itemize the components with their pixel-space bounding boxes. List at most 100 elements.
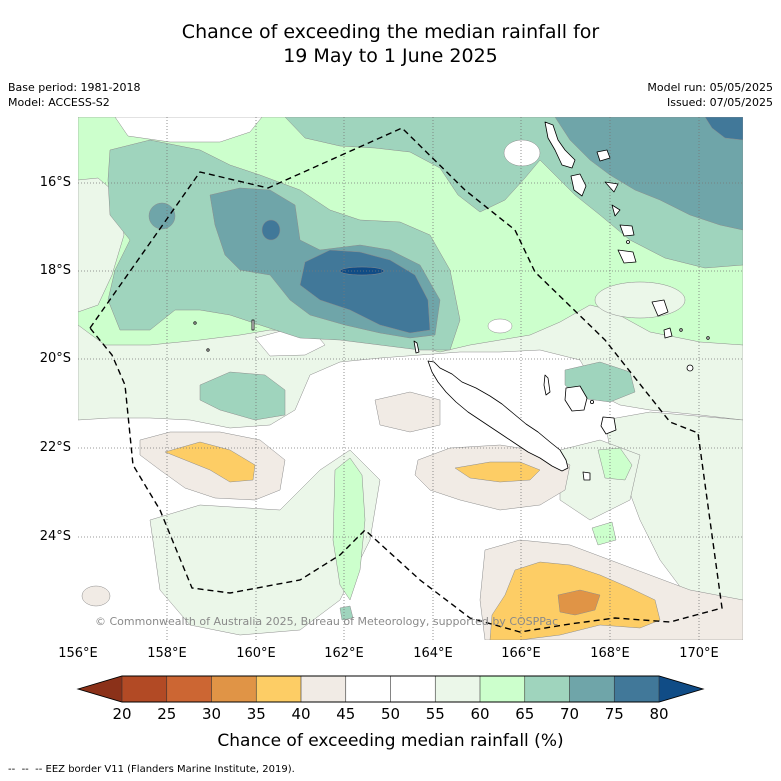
forecast-map xyxy=(78,117,743,640)
tanna-island xyxy=(651,299,669,317)
colorbar-tick-label: 75 xyxy=(604,705,624,723)
colorbar-segment xyxy=(480,676,525,702)
colorbar-outline xyxy=(76,675,705,703)
small-island xyxy=(706,336,710,340)
lifou-island xyxy=(564,385,588,412)
small-island xyxy=(679,328,683,332)
longitude-label: 160°E xyxy=(236,646,276,661)
small-island xyxy=(193,321,197,325)
contour-35-40-west xyxy=(164,441,256,483)
colorbar-segment xyxy=(166,676,212,702)
colorbar xyxy=(76,675,705,703)
contour-60-65-patch-southeast xyxy=(591,521,617,546)
ambrym-island xyxy=(604,181,619,193)
colorbar-tick-label: 30 xyxy=(201,705,222,723)
contour-70-75-west xyxy=(148,202,176,230)
graticule xyxy=(78,117,743,640)
colorbar-segment xyxy=(390,676,436,702)
copyright-notice: © Commonwealth of Australia 2025, Bureau… xyxy=(95,615,559,628)
map-canvas xyxy=(78,117,743,640)
colorbar-tick-label: 50 xyxy=(380,705,401,723)
espiritu-santo-island xyxy=(544,121,576,169)
base-period-text: Base period: 1981-2018 xyxy=(8,81,141,94)
longitude-label: 166°E xyxy=(501,646,541,661)
colorbar-tick-label: 45 xyxy=(336,705,356,723)
latitude-label: 18°S xyxy=(39,263,71,278)
colorbar-segment xyxy=(301,676,346,702)
longitude-label: 158°E xyxy=(147,646,187,661)
contour-65-70-southwest xyxy=(199,371,286,421)
small-island xyxy=(626,240,630,244)
mare-island xyxy=(600,416,617,435)
epi-island xyxy=(611,204,621,217)
map-title-line-2: 19 May to 1 June 2025 xyxy=(283,45,498,67)
colorbar-segment xyxy=(122,676,167,702)
contour-60-65-patch-east xyxy=(597,447,633,481)
aneityum-island xyxy=(663,327,673,339)
contour-above-80 xyxy=(339,266,385,276)
chesterfield-reef xyxy=(251,319,255,331)
small-island xyxy=(206,348,210,352)
isle-of-pines xyxy=(582,471,591,481)
colorbar-tick-label: 80 xyxy=(649,705,669,723)
colorbar-segment xyxy=(256,676,301,702)
colorbar-segment xyxy=(614,676,659,702)
contour-70-75-northeast xyxy=(554,117,743,231)
longitude-label: 156°E xyxy=(58,646,98,661)
longitude-label: 164°E xyxy=(413,646,453,661)
colorbar-segment xyxy=(569,676,615,702)
contour-40-45-southwest xyxy=(81,585,111,607)
contour-55-60-southwest xyxy=(149,449,381,636)
colorbar-under-triangle xyxy=(78,676,122,702)
longitude-label: 170°E xyxy=(679,646,719,661)
latitude-label: 24°S xyxy=(39,529,71,544)
colorbar-title: Chance of exceeding median rainfall (%) xyxy=(217,731,564,751)
model-text: Model: ACCESS-S2 xyxy=(8,96,110,109)
banks-island xyxy=(596,149,611,162)
eez-legend-note: -- -- -- EEZ border V11 (Flanders Marine… xyxy=(8,764,295,775)
map-title-line-1: Chance of exceeding the median rainfall … xyxy=(181,21,600,43)
contour-40-45-central xyxy=(374,391,441,433)
contour-45-55-patch-small xyxy=(487,318,513,334)
contour-75-80-small xyxy=(261,219,281,241)
latitude-label: 22°S xyxy=(39,440,71,455)
malakula-island xyxy=(570,173,587,197)
latitude-label: 20°S xyxy=(39,351,71,366)
longitude-label: 162°E xyxy=(324,646,364,661)
coastlines xyxy=(193,121,710,481)
latitude-label: 16°S xyxy=(39,175,71,190)
colorbar-tick-label: 65 xyxy=(515,705,535,723)
colorbar-segment xyxy=(211,676,257,702)
tiga-island xyxy=(590,399,595,404)
colorbar-tick-label: 20 xyxy=(112,705,132,723)
colorbar-segment xyxy=(435,676,480,702)
contour-75-80-northeast-corner xyxy=(704,117,743,141)
longitude-label: 168°E xyxy=(590,646,630,661)
contour-45-55-patch-northwest xyxy=(114,117,263,143)
colorbar-tick-label: 25 xyxy=(157,705,177,723)
small-island xyxy=(686,364,694,372)
contour-30-35-southeast xyxy=(557,589,601,616)
belep-islands xyxy=(413,340,420,354)
colorbar-over-triangle xyxy=(659,676,703,702)
contour-35-40-south-central xyxy=(454,461,541,483)
issued-text: Issued: 07/05/2025 xyxy=(666,96,773,109)
colorbar-tick-label: 35 xyxy=(246,705,266,723)
erromango-island xyxy=(617,249,637,264)
contour-75-80-central xyxy=(299,249,431,334)
colorbar-tick-label: 60 xyxy=(470,705,490,723)
colorbar-tick-label: 70 xyxy=(559,705,580,723)
contour-45-55-patch-northeast xyxy=(503,139,541,167)
contour-55-60-patch-east xyxy=(594,281,686,319)
colorbar-segment xyxy=(345,676,391,702)
new-caledonia-landmass xyxy=(427,360,569,472)
colorbar-tick-label: 40 xyxy=(291,705,311,723)
contour-60-65-strip-south xyxy=(332,457,366,601)
colorbar-dividers xyxy=(121,676,660,702)
contour-65-70-tiny-south xyxy=(339,605,354,621)
model-run-text: Model run: 05/05/2025 xyxy=(647,81,773,94)
colorbar-tick-label: 55 xyxy=(425,705,445,723)
ouvea-island xyxy=(543,374,551,396)
efate-island xyxy=(619,224,635,237)
colorbar-segment xyxy=(524,676,570,702)
